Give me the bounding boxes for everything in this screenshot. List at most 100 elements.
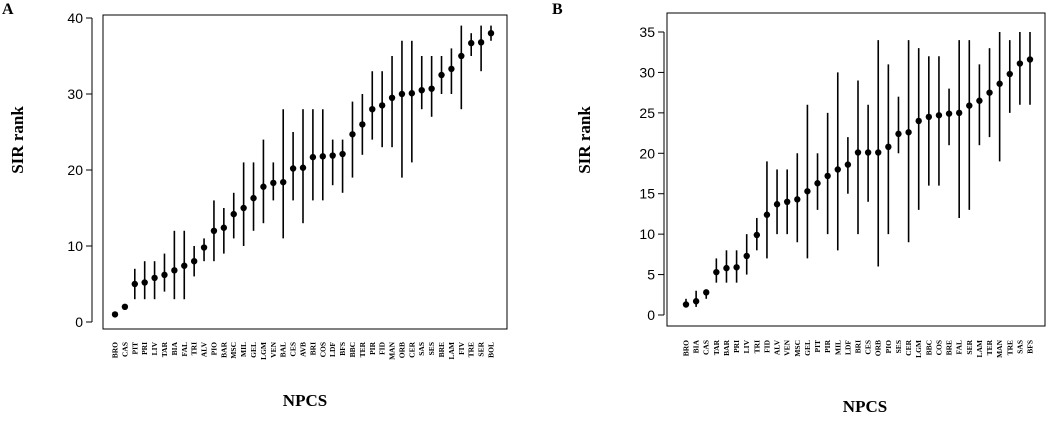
panel-a-x-tick-label: BAL	[279, 342, 288, 357]
panel-a-y-axis: 0 10 20 30 40	[67, 10, 93, 330]
panel-a-y-tick-label: 40	[67, 10, 83, 26]
panel-b-data-point	[824, 172, 831, 180]
panel-a-x-tick-label: COS	[318, 342, 327, 357]
panel-b-x-tick-label: COS	[934, 340, 943, 355]
panel-a-x-tick-label: PIT	[130, 342, 139, 355]
panel-a-data-point	[398, 90, 406, 98]
panel-a-data-point	[349, 131, 356, 138]
panel-a-data-point	[477, 39, 485, 46]
panel-a-x-tick-label: TRE	[467, 342, 476, 357]
panel-b-y-tick-label: 20	[639, 145, 655, 161]
panel-b-data-point	[945, 110, 953, 117]
panel-b-x-tick-label: LIV	[742, 339, 751, 353]
panel-a-data-point	[260, 183, 267, 190]
panel-b-x-tick-label: VEN	[783, 339, 792, 355]
panel-b-data-point	[986, 89, 993, 96]
panel-b-x-tick-label: PIO	[884, 340, 893, 354]
panel-b-x-tick-label: MIL	[833, 340, 842, 355]
panel-b-x-tick-label: CAS	[702, 340, 711, 355]
panel-a-x-tick-label: TAR	[160, 341, 169, 357]
panel-a-data-point	[468, 39, 475, 47]
panel-b-data-point	[895, 130, 902, 138]
panel-b-data-point	[935, 112, 943, 119]
panel-a-x-tick-label: VEN	[269, 341, 278, 357]
panel-b-data-point	[723, 264, 730, 272]
panel-a-x-tick-label: PIO	[209, 342, 218, 356]
panel-b-x-tick-label: BRE	[945, 340, 954, 355]
panel-b-x-tick-label: BRO	[682, 340, 691, 356]
panel-b-data-point	[844, 161, 852, 168]
panel-b-x-tick-label: LDF	[843, 340, 852, 355]
panel-b-x-tick-label: PRI	[732, 340, 741, 353]
panel-a-x-tick-label: BFS	[338, 342, 347, 356]
panel-b-data-point	[763, 211, 771, 218]
panel-b-x-tick-label: ALV	[773, 339, 782, 355]
panel-b-data-point	[804, 188, 811, 195]
panel-b-data-point	[703, 289, 710, 296]
panel-b-data-point	[966, 102, 973, 109]
panel-b-data-point	[955, 109, 963, 117]
panel-a-y-axis-title: SIR rank	[8, 106, 27, 174]
panel-b-x-tick-label: ORB	[874, 340, 883, 356]
panel-a-x-tick-label: FAL	[180, 342, 189, 356]
panel-b-x-axis: BRO BIA CAS TAR BAR PRI LIV TRI FID ALV VEN MSC GEL P…	[682, 339, 1035, 358]
panel-b-data-point	[753, 231, 761, 239]
panel-a-x-tick-label: MSC	[229, 342, 238, 359]
panel-b-x-tick-label: BIA	[692, 339, 701, 353]
panel-a-data-point	[141, 279, 148, 286]
panel-a-data-point	[270, 179, 277, 187]
panel-b-data-point	[1016, 60, 1024, 67]
panel-b-x-tick-label: BFS	[1026, 340, 1035, 354]
panel-a-x-tick-label: CAS	[120, 342, 129, 357]
panel-b-y-axis: 0 5 10 15 20 25 30 35	[639, 24, 665, 323]
panel-b-x-tick-label: TRI	[752, 340, 761, 353]
panel-b-x-tick-label: TRE	[1005, 340, 1014, 355]
panel-a-data-point	[329, 152, 336, 159]
panel-a-data-point	[210, 227, 218, 234]
panel-b-data-point	[834, 166, 841, 173]
panel-b-y-tick-label: 10	[639, 226, 655, 242]
panel-b-y-tick-label: 5	[647, 267, 655, 283]
panel-b-data-point	[794, 196, 801, 203]
panel-a-data-point	[131, 280, 138, 288]
panel-b-x-tick-label: SES	[894, 340, 903, 353]
panel-b-data-point	[743, 252, 750, 260]
panel-b-data-point	[783, 198, 791, 205]
panel-a-x-tick-label: PIR	[368, 341, 377, 355]
panel-b-x-tick-label: CER	[904, 339, 913, 355]
panel-a-x-tick-label: LIV	[150, 341, 159, 355]
panel-a-x-tick-label: FID	[378, 341, 387, 355]
panel-b-data-point	[976, 97, 983, 104]
panel-b-x-tick-label: LGM	[914, 340, 923, 358]
panel-b-x-tick-label: BAR	[722, 339, 731, 355]
panel-a-y-tick-label: 30	[67, 86, 83, 102]
panel-a-x-axis-title: NPCS	[283, 391, 327, 410]
panel-b-x-tick-label: GEL	[803, 340, 812, 356]
panel-a-x-tick-label: BBC	[348, 342, 357, 357]
panel-a-data-point	[230, 210, 237, 218]
panel-a-data-point	[428, 85, 435, 92]
panel-a-x-tick-label: BRI	[308, 342, 317, 355]
panel-b-data-point	[692, 298, 700, 305]
panel-a-data-point	[418, 87, 425, 94]
panel-a-data-point	[121, 303, 129, 310]
panel-b-label: B	[552, 1, 563, 18]
panel-b-x-tick-label: SER	[965, 339, 974, 354]
panel-b-y-tick-label: 25	[639, 105, 655, 121]
panel-b-data-point	[915, 117, 922, 125]
panel-a-data-point	[378, 102, 386, 109]
panel-a-data-point	[487, 30, 495, 37]
panel-a-data-point	[319, 153, 326, 160]
panel-a-x-tick-label: MAN	[388, 341, 397, 359]
panel-b-x-tick-label: CES	[864, 340, 873, 355]
panel-b-x-tick-label: FAL	[955, 340, 964, 354]
panel-a-data-point	[280, 178, 287, 186]
panel-b-y-axis-title: SIR rank	[575, 106, 594, 174]
panel-b-data-point	[1006, 70, 1013, 78]
panel-b-x-tick-label: LAM	[975, 340, 984, 358]
panel-b-data-point	[814, 180, 821, 187]
panel-a-data-point	[339, 150, 346, 158]
